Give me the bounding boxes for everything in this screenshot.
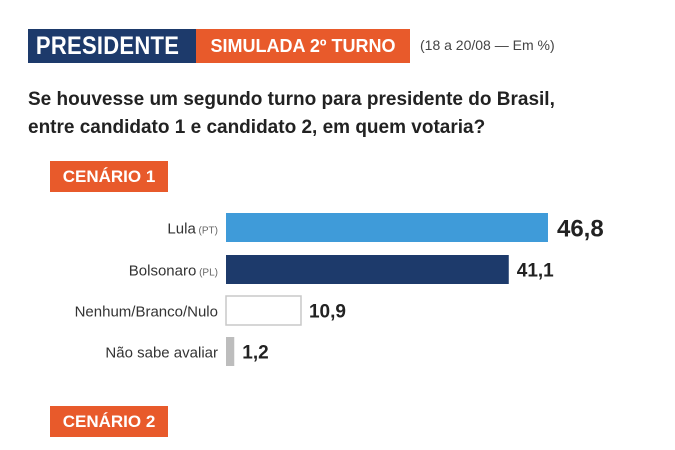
header-date: (18 a 20/08 — Em %) bbox=[420, 37, 555, 53]
question-line-2: entre candidato 1 e candidato 2, em quem… bbox=[28, 117, 486, 138]
value-label: 1,2 bbox=[242, 343, 268, 364]
value-label: 41,1 bbox=[517, 261, 554, 282]
value-label: 46,8 bbox=[557, 216, 604, 243]
bar bbox=[225, 295, 302, 326]
category-label: Bolsonaro (PL) bbox=[129, 263, 218, 280]
category-label: Lula (PT) bbox=[167, 221, 218, 238]
bar bbox=[226, 255, 509, 284]
header-title: PRESIDENTE bbox=[28, 29, 206, 63]
scenario-2-label: CENÁRIO 2 bbox=[50, 406, 168, 437]
question-line-1: Se houvesse um segundo turno para presid… bbox=[28, 89, 555, 110]
scenario-1-label: CENÁRIO 1 bbox=[50, 161, 168, 192]
category-label: Não sabe avaliar bbox=[105, 345, 218, 362]
bar bbox=[226, 213, 548, 242]
question: Se houvesse um segundo turno para presid… bbox=[28, 86, 648, 142]
header-subtitle: SIMULADA 2º TURNO bbox=[196, 29, 410, 63]
value-label: 10,9 bbox=[309, 302, 346, 323]
category-label: Nenhum/Branco/Nulo bbox=[75, 304, 218, 321]
bar bbox=[226, 337, 235, 366]
header: PRESIDENTE SIMULADA 2º TURNO (18 a 20/08… bbox=[28, 29, 555, 63]
